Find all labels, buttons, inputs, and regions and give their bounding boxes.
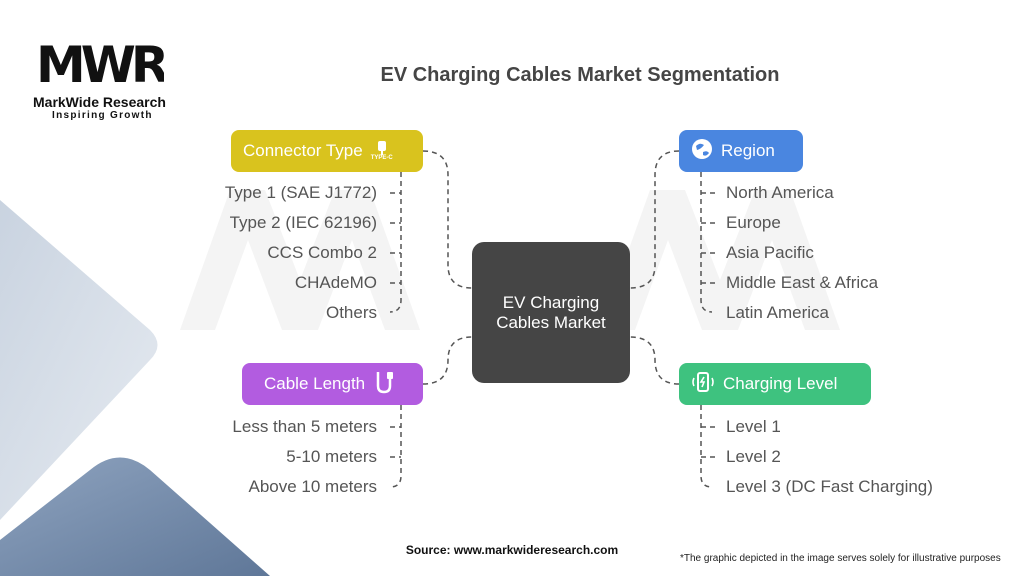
globe-icon bbox=[691, 138, 713, 165]
charging-level-label: Charging Level bbox=[723, 374, 838, 393]
connector-type-node: Connector Type TYPE-C bbox=[231, 130, 423, 172]
cable-length-label: Cable Length bbox=[264, 374, 366, 393]
watermark-shape bbox=[180, 190, 840, 330]
center-label: EV Charging Cables Market bbox=[496, 292, 606, 332]
type-c-plug-icon: TYPE-C bbox=[371, 140, 393, 162]
cable-icon bbox=[373, 370, 395, 399]
list-item: Level 3 (DC Fast Charging) bbox=[726, 477, 933, 496]
center-node: EV Charging Cables Market bbox=[472, 242, 630, 383]
region-node: Region bbox=[679, 130, 803, 172]
list-item: Others bbox=[325, 303, 377, 322]
list-item: 5-10 meters bbox=[286, 447, 377, 466]
region-label: Region bbox=[721, 141, 775, 160]
cable-length-node: Cable Length bbox=[242, 363, 423, 405]
logo-name: MarkWide Research bbox=[33, 94, 166, 110]
list-item: Middle East & Africa bbox=[726, 273, 879, 292]
charging-level-node: Charging Level bbox=[679, 363, 871, 405]
logo-tagline: Inspiring Growth bbox=[52, 110, 153, 121]
list-item: Less than 5 meters bbox=[232, 417, 377, 436]
source-text: Source: www.markwideresearch.com bbox=[405, 543, 619, 557]
list-item: Type 2 (IEC 62196) bbox=[229, 213, 377, 232]
disclaimer-text: *The graphic depicted in the image serve… bbox=[680, 553, 1001, 564]
diagram-title: EV Charging Cables Market Segmentation bbox=[380, 64, 780, 86]
list-item: Asia Pacific bbox=[726, 243, 814, 262]
list-item: CCS Combo 2 bbox=[267, 243, 377, 262]
connector-type-label: Connector Type bbox=[243, 141, 363, 160]
list-item: Above 10 meters bbox=[248, 477, 377, 496]
connector-type-list: Type 1 (SAE J1772) Type 2 (IEC 62196) CC… bbox=[180, 183, 377, 333]
charging-phone-icon bbox=[691, 371, 715, 398]
logo: MWR bbox=[36, 38, 165, 92]
cable-length-list: Less than 5 meters 5-10 meters Above 10 … bbox=[180, 417, 377, 507]
list-item: North America bbox=[726, 183, 834, 202]
list-item: CHAdeMO bbox=[294, 273, 377, 292]
list-item: Type 1 (SAE J1772) bbox=[224, 183, 377, 202]
list-item: Level 2 bbox=[726, 447, 781, 466]
list-item: Level 1 bbox=[726, 417, 781, 436]
charging-level-list: Level 1 Level 2 Level 3 (DC Fast Chargin… bbox=[726, 417, 933, 507]
list-item: Europe bbox=[726, 213, 781, 232]
region-list: North America Europe Asia Pacific Middle… bbox=[726, 183, 878, 333]
list-item: Latin America bbox=[726, 303, 829, 322]
